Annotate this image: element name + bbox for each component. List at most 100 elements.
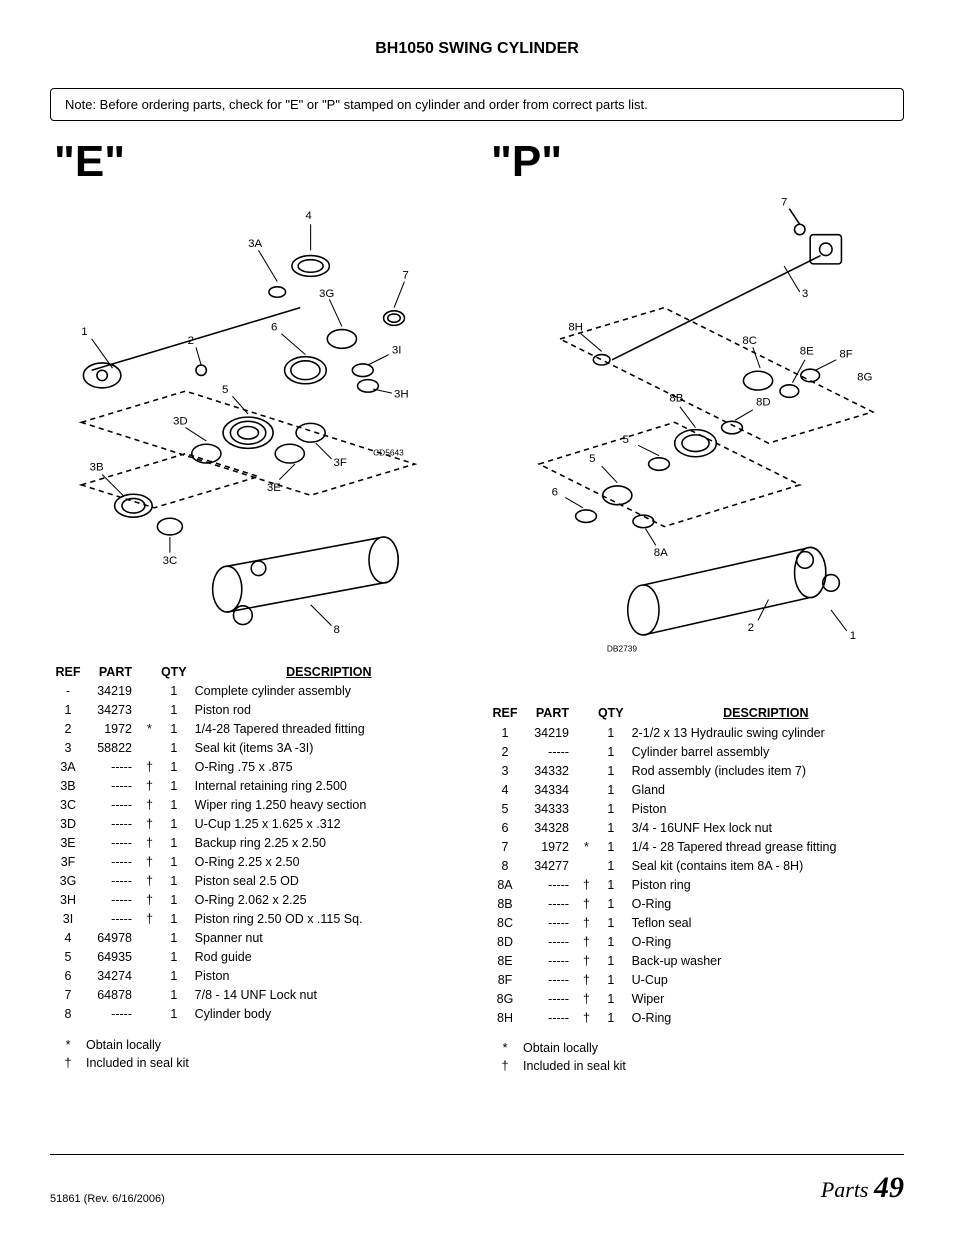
cell-desc: Teflon seal [628,913,904,932]
svg-text:8A: 8A [654,547,668,559]
cell-mark: † [142,853,157,872]
cell-qty: 1 [157,720,191,739]
cell-ref: 8D [487,932,523,951]
section-label: Parts [821,1177,869,1202]
cell-ref: 6 [50,967,86,986]
svg-text:2: 2 [188,335,194,347]
cell-part: 34333 [523,799,579,818]
cell-desc: Wiper ring 1.250 heavy section [191,796,467,815]
cell-ref: 1 [487,723,523,742]
table-row: 8B-----†1O-Ring [487,894,904,913]
cell-mark [579,856,594,875]
cell-ref: 8E [487,951,523,970]
cell-part: 64935 [86,948,142,967]
note-box: Note: Before ordering parts, check for "… [50,88,904,121]
cell-ref: 3H [50,891,86,910]
cell-ref: 8G [487,989,523,1008]
cell-part: 64978 [86,929,142,948]
cell-qty: 1 [157,796,191,815]
footnote: †Included in seal kit [487,1057,904,1075]
cell-desc: Seal kit (items 3A -3I) [191,739,467,758]
table-row: 3C-----†1Wiper ring 1.250 heavy section [50,796,467,815]
parts-table-p: REF PART QTY DESCRIPTION 13421912-1/2 x … [487,703,904,1027]
cell-desc: 3/4 - 16UNF Hex lock nut [628,818,904,837]
cell-mark: † [579,1008,594,1027]
table-row: 6342741Piston [50,967,467,986]
svg-text:8C: 8C [742,335,757,347]
note-text: Note: Before ordering parts, check for "… [65,97,648,112]
cell-qty: 1 [594,875,628,894]
cell-desc: Spanner nut [191,929,467,948]
cell-qty: 1 [157,853,191,872]
cell-ref: 8 [50,1005,86,1024]
cell-part: 34219 [523,723,579,742]
footnote: *Obtain locally [50,1036,467,1054]
cell-mark: † [579,913,594,932]
cell-mark [142,929,157,948]
cell-qty: 1 [157,758,191,777]
cell-ref: 7 [487,837,523,856]
cell-mark: † [142,910,157,929]
cell-part: 58822 [86,739,142,758]
cell-qty: 1 [157,1005,191,1024]
table-row: 63432813/4 - 16UNF Hex lock nut [487,818,904,837]
table-row: 76487817/8 - 14 UNF Lock nut [50,986,467,1005]
svg-text:7: 7 [781,197,787,209]
variant-p-label: "P" [491,137,904,187]
cell-part: 34334 [523,780,579,799]
cell-desc: U-Cup 1.25 x 1.625 x .312 [191,815,467,834]
cell-part: ----- [523,951,579,970]
parts-rows-e: -342191Complete cylinder assembly1342731… [50,682,467,1024]
cell-ref: 3A [50,758,86,777]
svg-text:3E: 3E [267,482,281,494]
cell-desc: 1/4-28 Tapered threaded fitting [191,720,467,739]
cell-part: ----- [86,758,142,777]
col-qty: QTY [594,703,628,723]
col-ref: REF [50,662,86,682]
cell-qty: 1 [157,739,191,758]
col-desc: DESCRIPTION [191,662,467,682]
cell-mark [142,967,157,986]
cell-mark [579,799,594,818]
col-ref: REF [487,703,523,723]
cell-ref: 3I [50,910,86,929]
page: BH1050 SWING CYLINDER Note: Before order… [0,0,954,1235]
cell-mark [579,761,594,780]
svg-text:CD5643: CD5643 [373,448,404,458]
col-part: PART [523,703,579,723]
svg-text:1: 1 [81,326,87,338]
cell-qty: 1 [594,742,628,761]
cell-mark: † [142,815,157,834]
cell-ref: 8B [487,894,523,913]
cell-desc: O-Ring 2.062 x 2.25 [191,891,467,910]
table-row: 8H-----†1O-Ring [487,1008,904,1027]
table-row: 4343341Gland [487,780,904,799]
cell-qty: 1 [157,929,191,948]
col-desc: DESCRIPTION [628,703,904,723]
cell-part: ----- [86,1005,142,1024]
cell-part: ----- [86,777,142,796]
page-footer: 51861 (Rev. 6/16/2006) Parts 49 [50,1171,904,1205]
table-row: 8C-----†1Teflon seal [487,913,904,932]
table-row: 3F-----†1O-Ring 2.25 x 2.50 [50,853,467,872]
table-row: 8E-----†1Back-up washer [487,951,904,970]
cell-desc: 1/4 - 28 Tapered thread grease fitting [628,837,904,856]
footer-rule [50,1154,904,1155]
cell-desc: O-Ring [628,894,904,913]
cell-qty: 1 [594,818,628,837]
cell-ref: 1 [50,701,86,720]
cell-qty: 1 [594,989,628,1008]
cell-part: 34274 [86,967,142,986]
cell-part: ----- [523,875,579,894]
cell-desc: Cylinder barrel assembly [628,742,904,761]
cell-desc: Complete cylinder assembly [191,682,467,701]
svg-text:8B: 8B [669,392,683,404]
table-row: 5649351Rod guide [50,948,467,967]
cell-ref: 5 [50,948,86,967]
cell-desc: O-Ring .75 x .875 [191,758,467,777]
cell-qty: 1 [157,967,191,986]
cell-part: ----- [86,853,142,872]
page-title: BH1050 SWING CYLINDER [50,40,904,58]
table-row: 4649781Spanner nut [50,929,467,948]
cell-qty: 1 [157,815,191,834]
